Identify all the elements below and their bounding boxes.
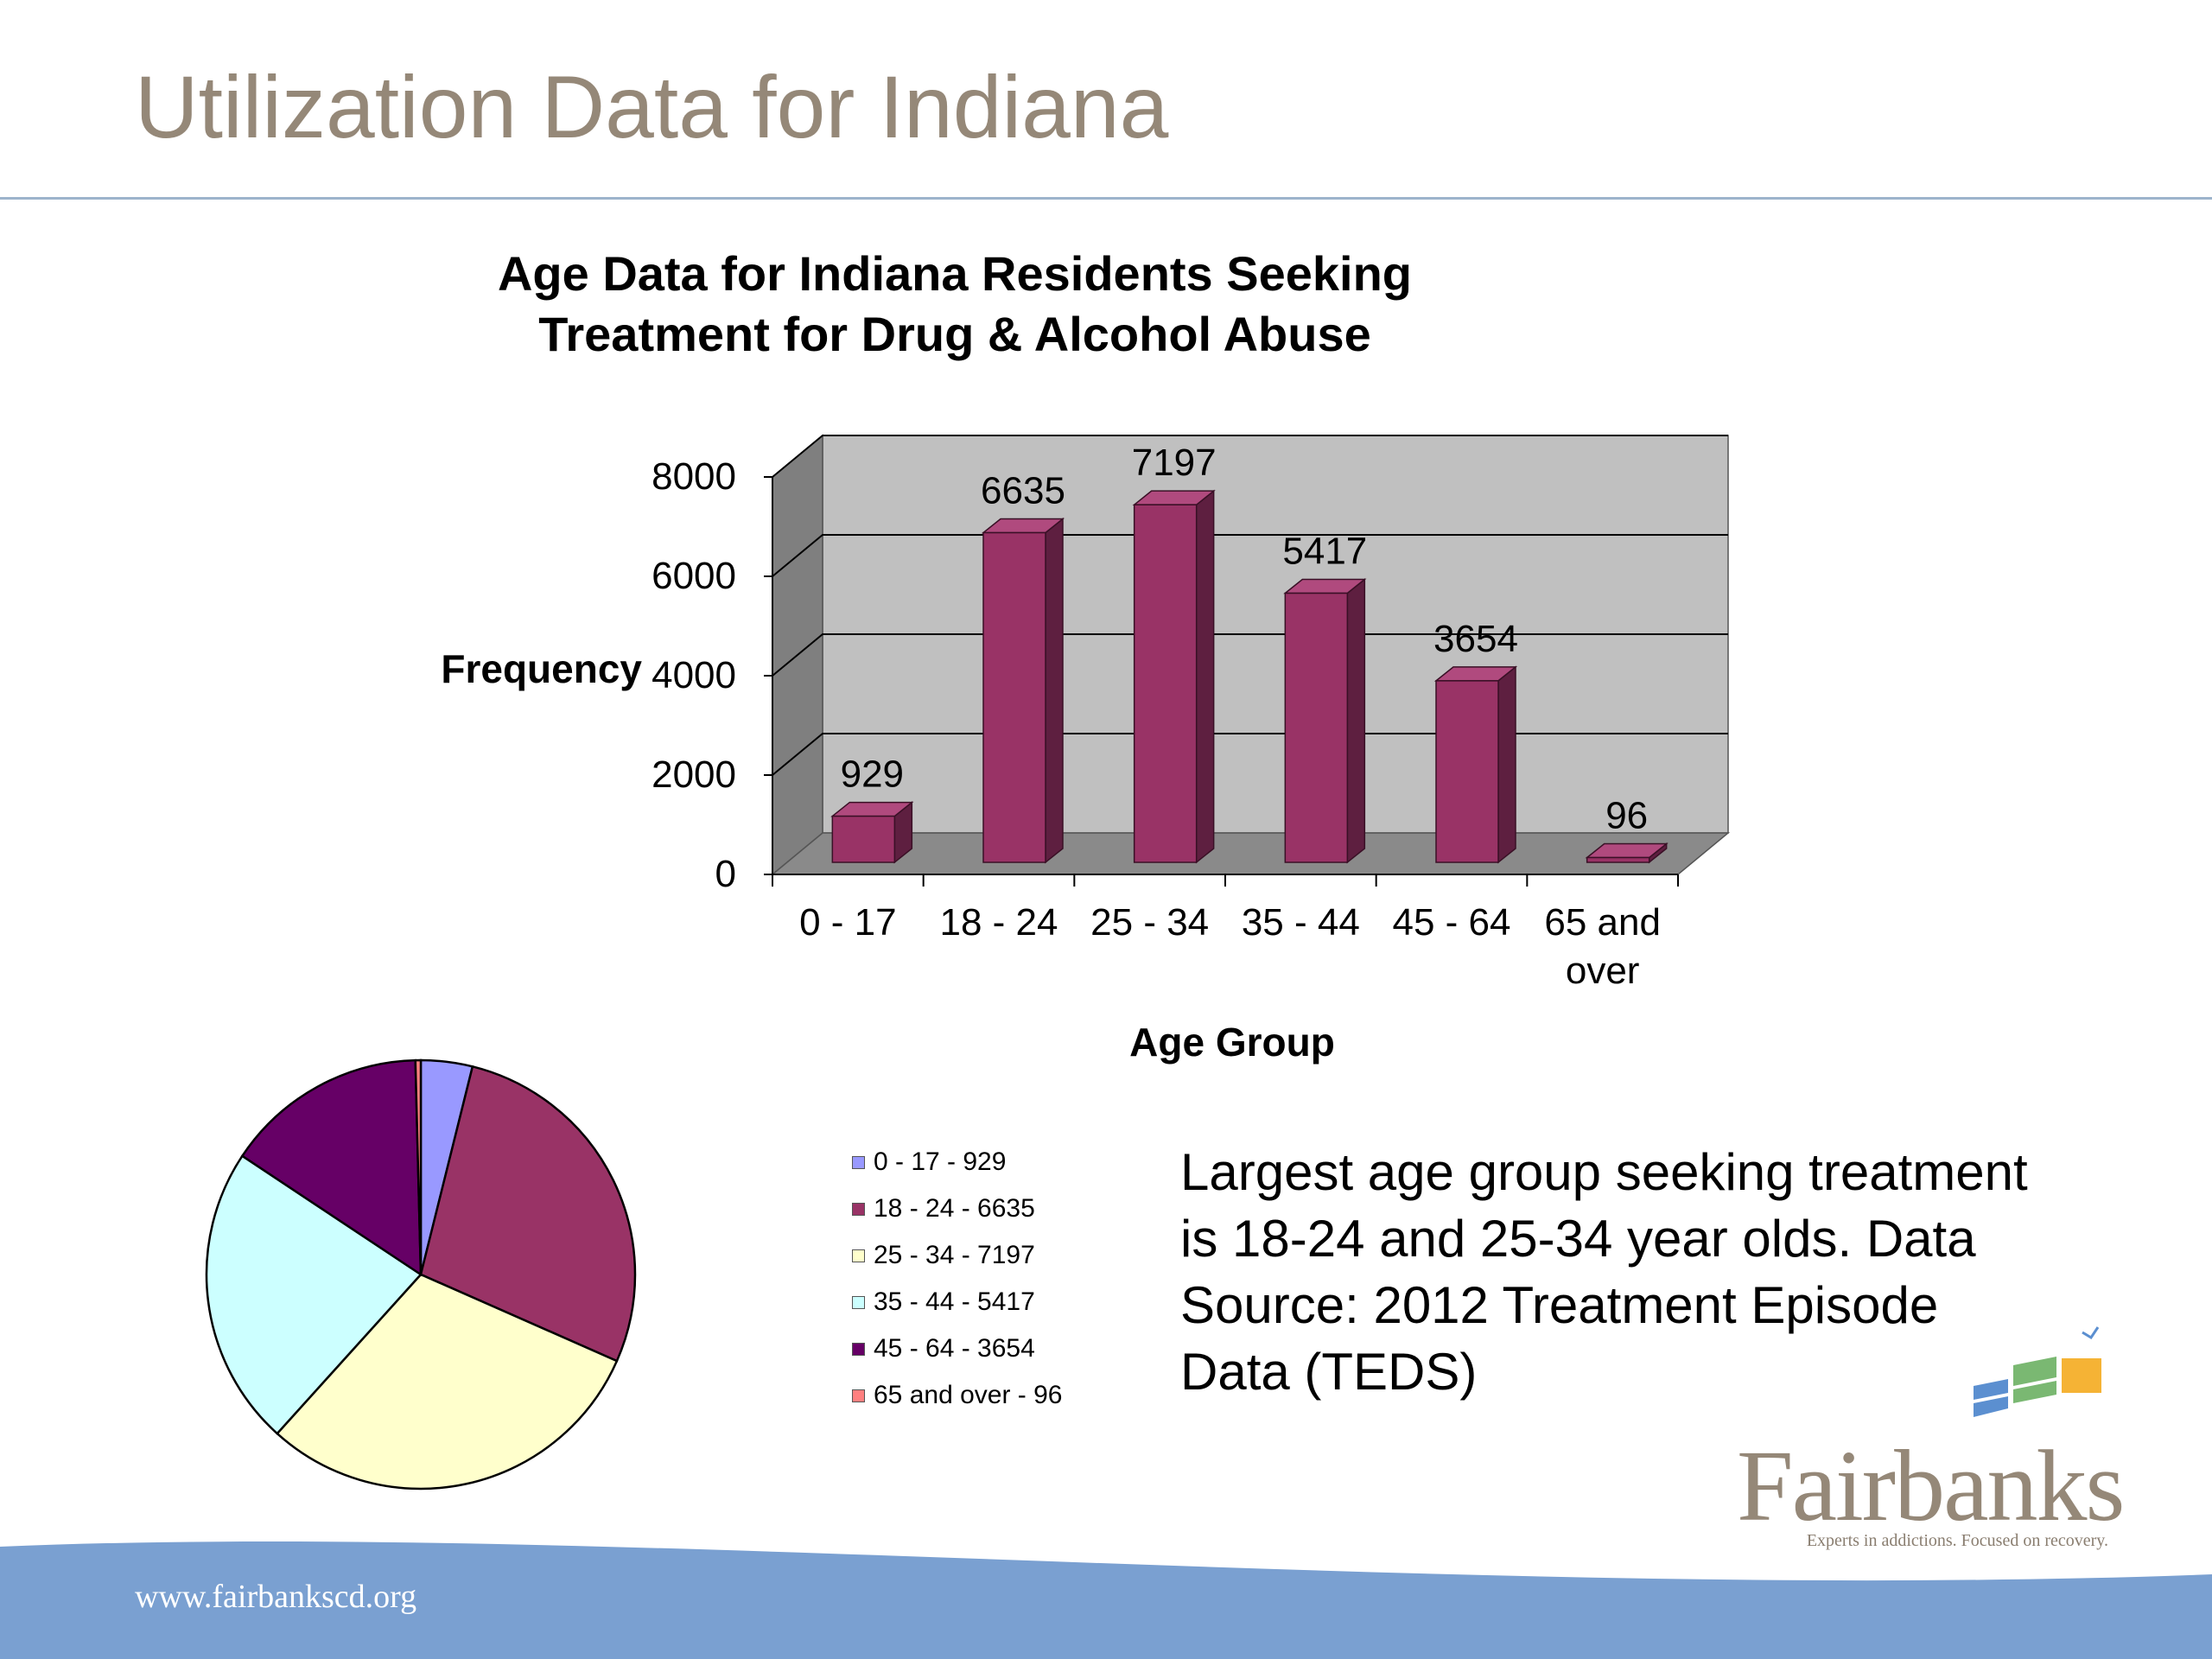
bar-chart-title: Age Data for Indiana Residents Seeking T… bbox=[497, 246, 1413, 361]
legend-item: 25 - 34 - 7197 bbox=[852, 1232, 1062, 1279]
y-tick-label: 0 bbox=[715, 853, 736, 895]
bar-chart: 0 2000 4000 6000 8000 929 6635 7197 5417 3654 96 0 … bbox=[441, 434, 1731, 1065]
pie-chart bbox=[205, 1058, 637, 1491]
slide-title: Utilization Data for Indiana bbox=[135, 58, 1169, 156]
legend-label: 35 - 44 - 5417 bbox=[874, 1287, 1035, 1316]
x-axis-title: Age Group bbox=[1129, 1020, 1335, 1065]
pie-slice bbox=[414, 1058, 423, 1275]
bar-data-label: 5417 bbox=[1282, 531, 1367, 573]
logo-wordmark: Fairbanks bbox=[1737, 1429, 2125, 1542]
bar-data-label: 3654 bbox=[1433, 618, 1518, 660]
legend-label: 0 - 17 - 929 bbox=[874, 1147, 1007, 1176]
legend-swatch bbox=[852, 1389, 865, 1402]
logo-mark-icon bbox=[1974, 1326, 2101, 1417]
pie-slice bbox=[240, 1058, 423, 1277]
legend-item: 18 - 24 - 6635 bbox=[852, 1185, 1062, 1232]
bar bbox=[1586, 856, 1650, 863]
bar bbox=[982, 531, 1046, 863]
bar bbox=[1435, 680, 1499, 863]
bar bbox=[831, 815, 896, 863]
legend-swatch bbox=[852, 1249, 865, 1262]
footer-band bbox=[0, 1541, 2212, 1659]
pie-slice bbox=[276, 1273, 619, 1491]
x-tick-label: 45 - 64 bbox=[1393, 901, 1511, 944]
logo-tagline: Experts in addictions. Focused on recove… bbox=[1806, 1531, 2108, 1550]
y-tick-label: 2000 bbox=[652, 753, 736, 796]
legend-label: 18 - 24 - 6635 bbox=[874, 1194, 1035, 1223]
legend-label: 25 - 34 - 7197 bbox=[874, 1241, 1035, 1269]
y-tick-label: 6000 bbox=[652, 555, 736, 597]
legend-swatch bbox=[852, 1295, 865, 1309]
plot-floor bbox=[770, 832, 1731, 875]
x-tick-label: 18 - 24 bbox=[940, 901, 1058, 944]
legend-label: 65 and over - 96 bbox=[874, 1381, 1063, 1409]
bar-data-label: 7197 bbox=[1132, 442, 1217, 484]
gridline bbox=[772, 534, 1728, 577]
title-divider bbox=[0, 197, 2212, 200]
bar bbox=[1133, 504, 1198, 863]
bar-data-label: 6635 bbox=[981, 469, 1065, 512]
gridline bbox=[772, 435, 1728, 478]
pie-legend: 0 - 17 - 929 18 - 24 - 6635 25 - 34 - 7197… bbox=[852, 1139, 1062, 1419]
summary-note: Largest age group seeking treatment is 1… bbox=[1180, 1143, 2028, 1401]
x-tick-label: 65 and over bbox=[1544, 901, 1661, 992]
y-axis-title: Frequency bbox=[441, 646, 642, 691]
legend-swatch bbox=[852, 1155, 865, 1169]
bar-side bbox=[1346, 577, 1366, 864]
legend-swatch bbox=[852, 1202, 865, 1216]
bar-side bbox=[1497, 665, 1516, 864]
legend-item: 45 - 64 - 3654 bbox=[852, 1325, 1062, 1372]
legend-swatch bbox=[852, 1342, 865, 1356]
y-tick-label: 8000 bbox=[652, 455, 736, 498]
bar-side bbox=[1195, 489, 1215, 864]
bar-data-label: 96 bbox=[1605, 794, 1648, 836]
legend-item: 35 - 44 - 5417 bbox=[852, 1279, 1062, 1325]
x-tick-label: 0 - 17 bbox=[799, 901, 897, 944]
y-tick-label: 4000 bbox=[652, 654, 736, 696]
pie-slice bbox=[419, 1065, 637, 1363]
legend-item: 65 and over - 96 bbox=[852, 1372, 1062, 1419]
gridline bbox=[772, 733, 1728, 776]
bar-side bbox=[1045, 517, 1064, 864]
legend-label: 45 - 64 - 3654 bbox=[874, 1334, 1035, 1363]
x-tick-label: 35 - 44 bbox=[1242, 901, 1360, 944]
footer-url: www.fairbankscd.org bbox=[135, 1579, 417, 1615]
x-tick-label: 25 - 34 bbox=[1090, 901, 1209, 944]
bar bbox=[1284, 592, 1349, 863]
gridline bbox=[772, 633, 1728, 677]
pie-slice bbox=[205, 1154, 423, 1435]
bar-data-label: 929 bbox=[841, 753, 904, 796]
legend-item: 0 - 17 - 929 bbox=[852, 1139, 1062, 1185]
